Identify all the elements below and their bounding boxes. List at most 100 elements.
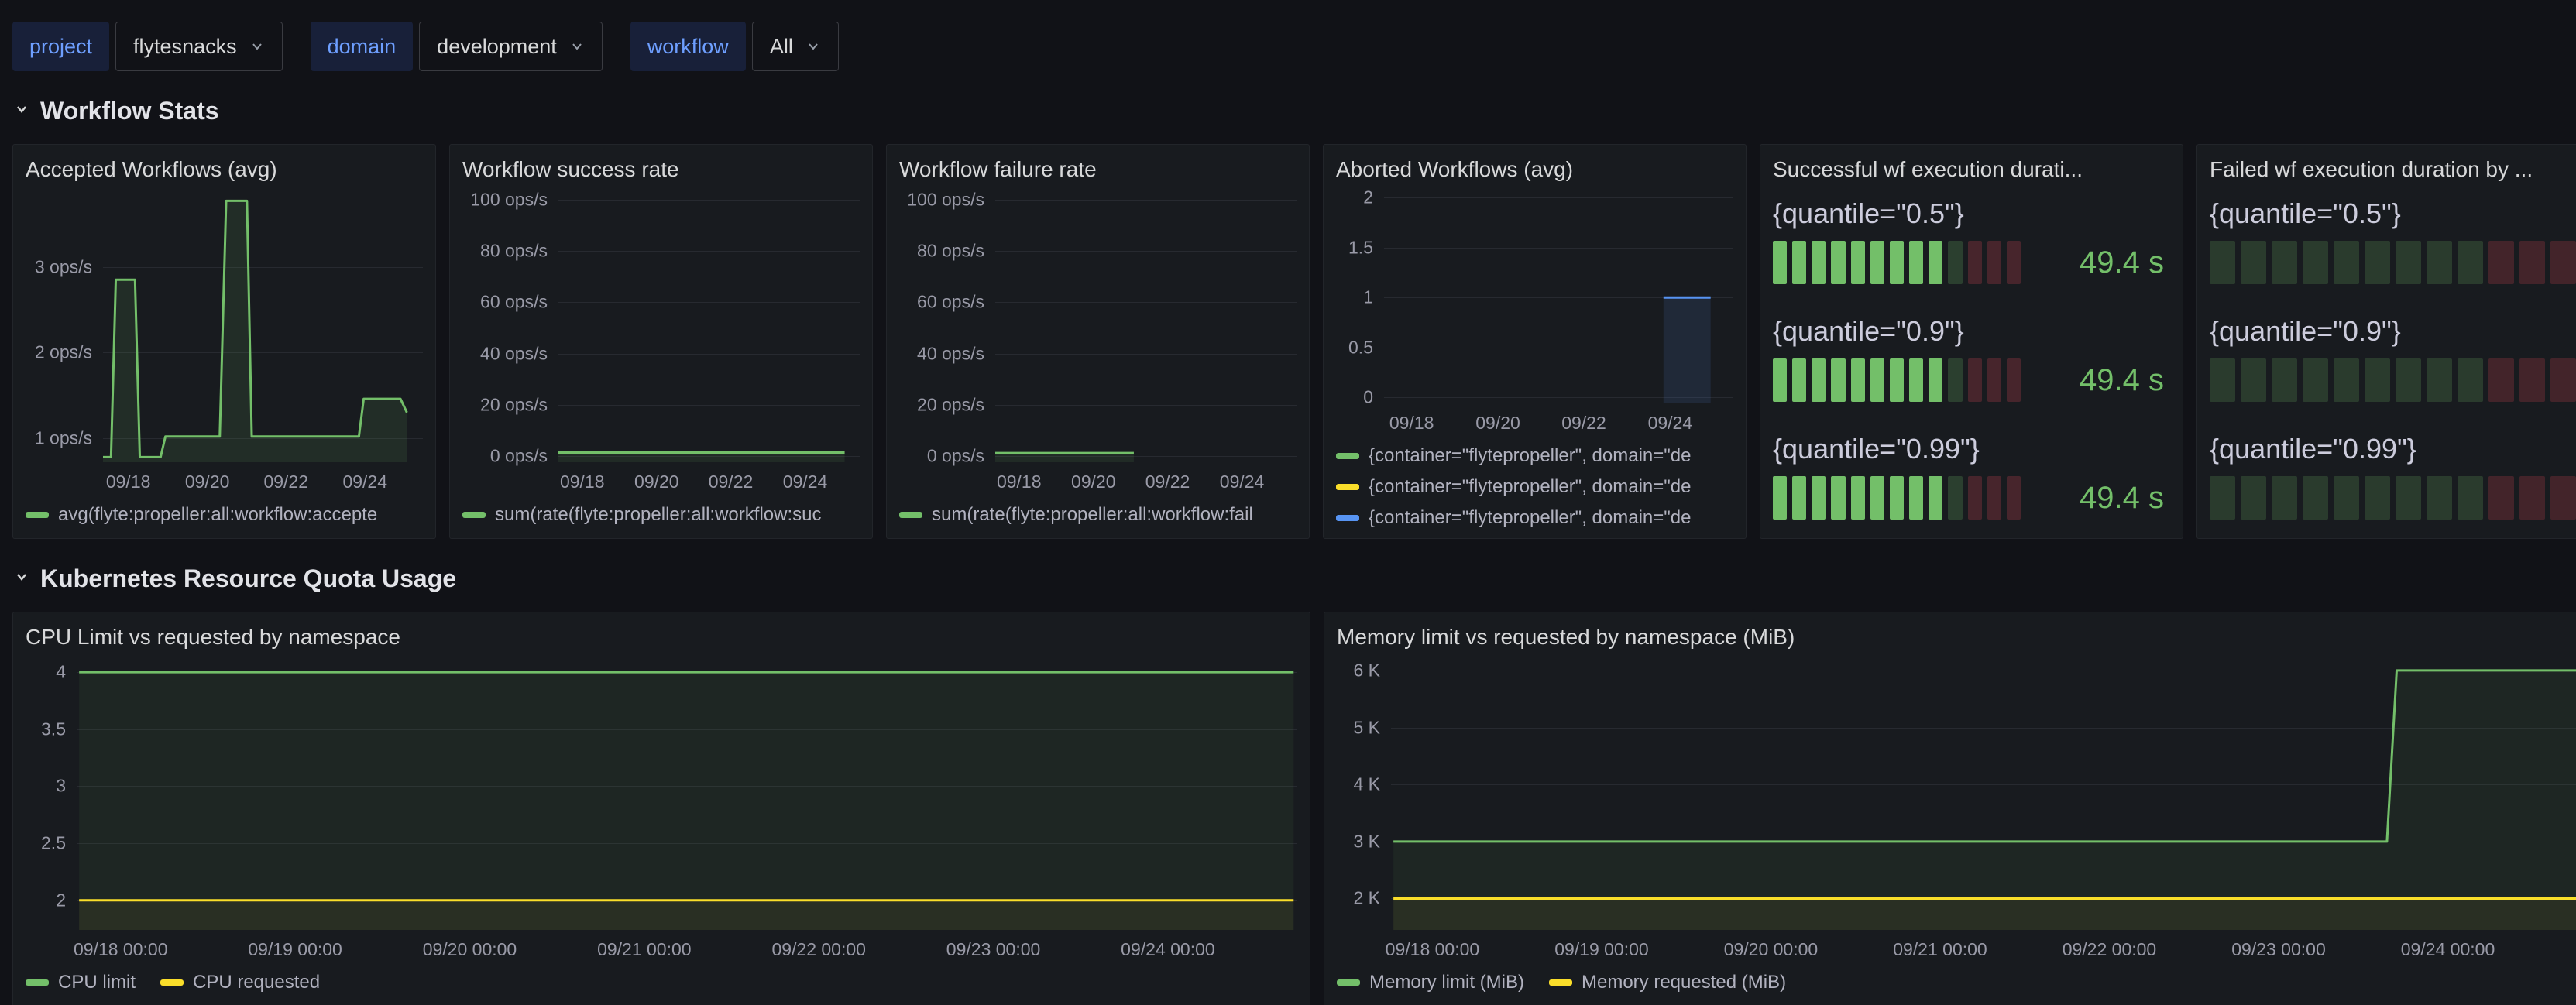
gauge-cells — [1773, 476, 2021, 520]
chevron-down-icon — [12, 568, 31, 590]
gauge-bar — [2210, 358, 2576, 402]
panel-title[interactable]: Workflow success rate — [462, 157, 679, 181]
plot-area[interactable] — [1384, 190, 1733, 403]
variable-workflow-select[interactable]: All — [751, 22, 839, 71]
bar-gauge: {quantile="0.5"} {quantile="0.9"} {quant… — [2210, 190, 2576, 532]
series-swatch — [1336, 484, 1359, 490]
gauge-row: {quantile="0.99"} — [2210, 433, 2576, 520]
legend: avg(flyte:propeller:all:workflow:accepte — [26, 498, 423, 532]
plot-area[interactable] — [1391, 657, 2576, 930]
series-swatch — [1336, 453, 1359, 459]
legend-label: sum(rate(flyte:propeller:all:workflow:su… — [495, 504, 822, 525]
legend-label: CPU requested — [193, 972, 321, 993]
legend-label: sum(rate(flyte:propeller:all:workflow:fa… — [932, 504, 1253, 525]
series-swatch — [26, 979, 49, 986]
time-series-chart: 2 1.5 1 0.5 0 09/18 09/20 09/22 09/24 — [1336, 187, 1733, 439]
series-swatch — [1337, 979, 1360, 986]
section-workflow-stats[interactable]: Workflow Stats — [12, 91, 2564, 130]
gauge-row: {quantile="0.99"} 49.4 s — [1773, 433, 2170, 520]
x-axis: 09/18 09/20 09/22 09/24 — [1389, 413, 1693, 433]
legend-item[interactable]: {container="flytepropeller", domain="de — [1336, 442, 1691, 470]
series-swatch — [899, 512, 922, 518]
variable-project-select[interactable]: flytesnacks — [115, 22, 283, 71]
legend-item[interactable]: {container="flytepropeller", domain="de — [1336, 504, 1691, 532]
legend: CPU limit CPU requested — [26, 966, 1297, 1000]
series-swatch — [1336, 515, 1359, 521]
panel-successful-duration: Successful wf execution durati... {quant… — [1760, 144, 2183, 539]
y-axis: 100 ops/s 80 ops/s 60 ops/s 40 ops/s 20 ops/… — [470, 189, 548, 466]
y-axis: 3 ops/s 2 ops/s 1 ops/s — [34, 256, 92, 448]
legend-label: Memory requested (MiB) — [1581, 972, 1787, 993]
workflow-stats-row: Accepted Workflows (avg) 3 ops/s 2 ops/s 1… — [12, 144, 2576, 539]
legend-item[interactable]: Memory limit (MiB) — [1337, 972, 1524, 993]
panel-title[interactable]: Successful wf execution durati... — [1773, 157, 2083, 181]
variable-project: project flytesnacks — [12, 22, 283, 71]
panel-title[interactable]: Aborted Workflows (avg) — [1336, 157, 1574, 181]
legend-label: {container="flytepropeller", domain="de — [1369, 476, 1692, 497]
y-axis: 100 ops/s 80 ops/s 60 ops/s 40 ops/s 20 ops/… — [907, 189, 984, 466]
gauge-cells — [2210, 241, 2576, 284]
legend-label: Memory limit (MiB) — [1369, 972, 1524, 993]
plot-area[interactable] — [77, 657, 1297, 930]
gauge-cells — [2210, 358, 2576, 402]
panel-title[interactable]: Failed wf execution duration by ... — [2210, 157, 2533, 181]
legend-item[interactable]: avg(flyte:propeller:all:workflow:accepte — [26, 504, 377, 526]
legend-item[interactable]: CPU requested — [160, 972, 320, 993]
k8s-quota-row: CPU Limit vs requested by namespace 4 3.5… — [12, 612, 2576, 1005]
variable-workflow: workflow All — [630, 22, 839, 71]
gauge-row: {quantile="0.9"} — [2210, 315, 2576, 402]
legend-item[interactable]: sum(rate(flyte:propeller:all:workflow:su… — [462, 504, 821, 526]
variable-project-value: flytesnacks — [133, 34, 237, 58]
gauge-label: {quantile="0.99"} — [2210, 433, 2416, 465]
legend-item[interactable]: {container="flytepropeller", domain="de — [1336, 473, 1691, 501]
legend: {container="flytepropeller", domain="de … — [1336, 439, 1733, 532]
legend: Memory limit (MiB) Memory requested (MiB… — [1337, 966, 2576, 1000]
legend-item[interactable]: CPU limit — [26, 972, 136, 993]
variable-domain-select[interactable]: development — [419, 22, 603, 71]
variable-workflow-value: All — [769, 34, 793, 58]
panel-cpu-limit: CPU Limit vs requested by namespace 4 3.5… — [12, 612, 1310, 1005]
time-series-chart: 3 ops/s 2 ops/s 1 ops/s 09/18 09/20 09/22 09/… — [26, 190, 423, 498]
time-series-chart: 4 3.5 3 2.5 2 09/18 00:00 09/19 00:00 09/20 00… — [26, 657, 1297, 966]
gauge-label: {quantile="0.5"} — [2210, 197, 2401, 229]
gauge-bar: 49.4 s — [1773, 358, 2170, 402]
legend-label: {container="flytepropeller", domain="de — [1369, 445, 1692, 466]
series-swatch — [462, 512, 486, 518]
y-axis: 4 3.5 3 2.5 2 — [41, 661, 66, 911]
series-swatch — [26, 512, 49, 518]
plot-area[interactable] — [103, 190, 423, 462]
gauge-label: {quantile="0.9"} — [1773, 315, 1964, 347]
section-k8s-quota[interactable]: Kubernetes Resource Quota Usage — [12, 559, 2564, 598]
panel-title[interactable]: Workflow failure rate — [899, 157, 1097, 181]
variable-domain: domain development — [310, 22, 603, 71]
legend-item[interactable]: sum(rate(flyte:propeller:all:workflow:fa… — [899, 504, 1253, 526]
time-series-chart: 100 ops/s 80 ops/s 60 ops/s 40 ops/s 20 ops/… — [899, 190, 1297, 498]
y-axis: 2 1.5 1 0.5 0 — [1348, 187, 1373, 407]
gauge-row: {quantile="0.9"} 49.4 s — [1773, 315, 2170, 402]
chevron-down-icon — [249, 39, 265, 54]
gauge-label: {quantile="0.5"} — [1773, 197, 1964, 229]
x-axis: 09/18 09/20 09/22 09/24 — [559, 472, 828, 492]
variable-domain-label: domain — [310, 22, 414, 71]
gauge-value: 49.4 s — [2080, 480, 2164, 515]
gauge-bar: 49.4 s — [1773, 241, 2170, 284]
panel-failed-duration: Failed wf execution duration by ... {qua… — [2196, 144, 2576, 539]
gauge-cells — [1773, 241, 2021, 284]
section-title: Workflow Stats — [40, 96, 219, 125]
panel-title[interactable]: Memory limit vs requested by namespace (… — [1337, 625, 1795, 649]
x-axis: 09/18 00:00 09/19 00:00 09/20 00:00 09/21 0… — [1385, 939, 2495, 959]
panel-accepted-workflows: Accepted Workflows (avg) 3 ops/s 2 ops/s 1… — [12, 144, 436, 539]
legend-item[interactable]: Memory requested (MiB) — [1548, 972, 1787, 993]
variable-domain-value: development — [437, 34, 557, 58]
panel-title[interactable]: Accepted Workflows (avg) — [26, 157, 277, 181]
plot-area[interactable] — [995, 190, 1297, 462]
variable-project-label: project — [12, 22, 110, 71]
gauge-bar — [2210, 476, 2576, 520]
panel-title[interactable]: CPU Limit vs requested by namespace — [26, 625, 400, 649]
plot-area[interactable] — [558, 190, 860, 462]
chevron-down-icon — [12, 100, 31, 122]
panel-failure-rate: Workflow failure rate 100 ops/s 80 ops/s 6… — [886, 144, 1310, 539]
legend: sum(rate(flyte:propeller:all:workflow:fa… — [899, 498, 1297, 532]
